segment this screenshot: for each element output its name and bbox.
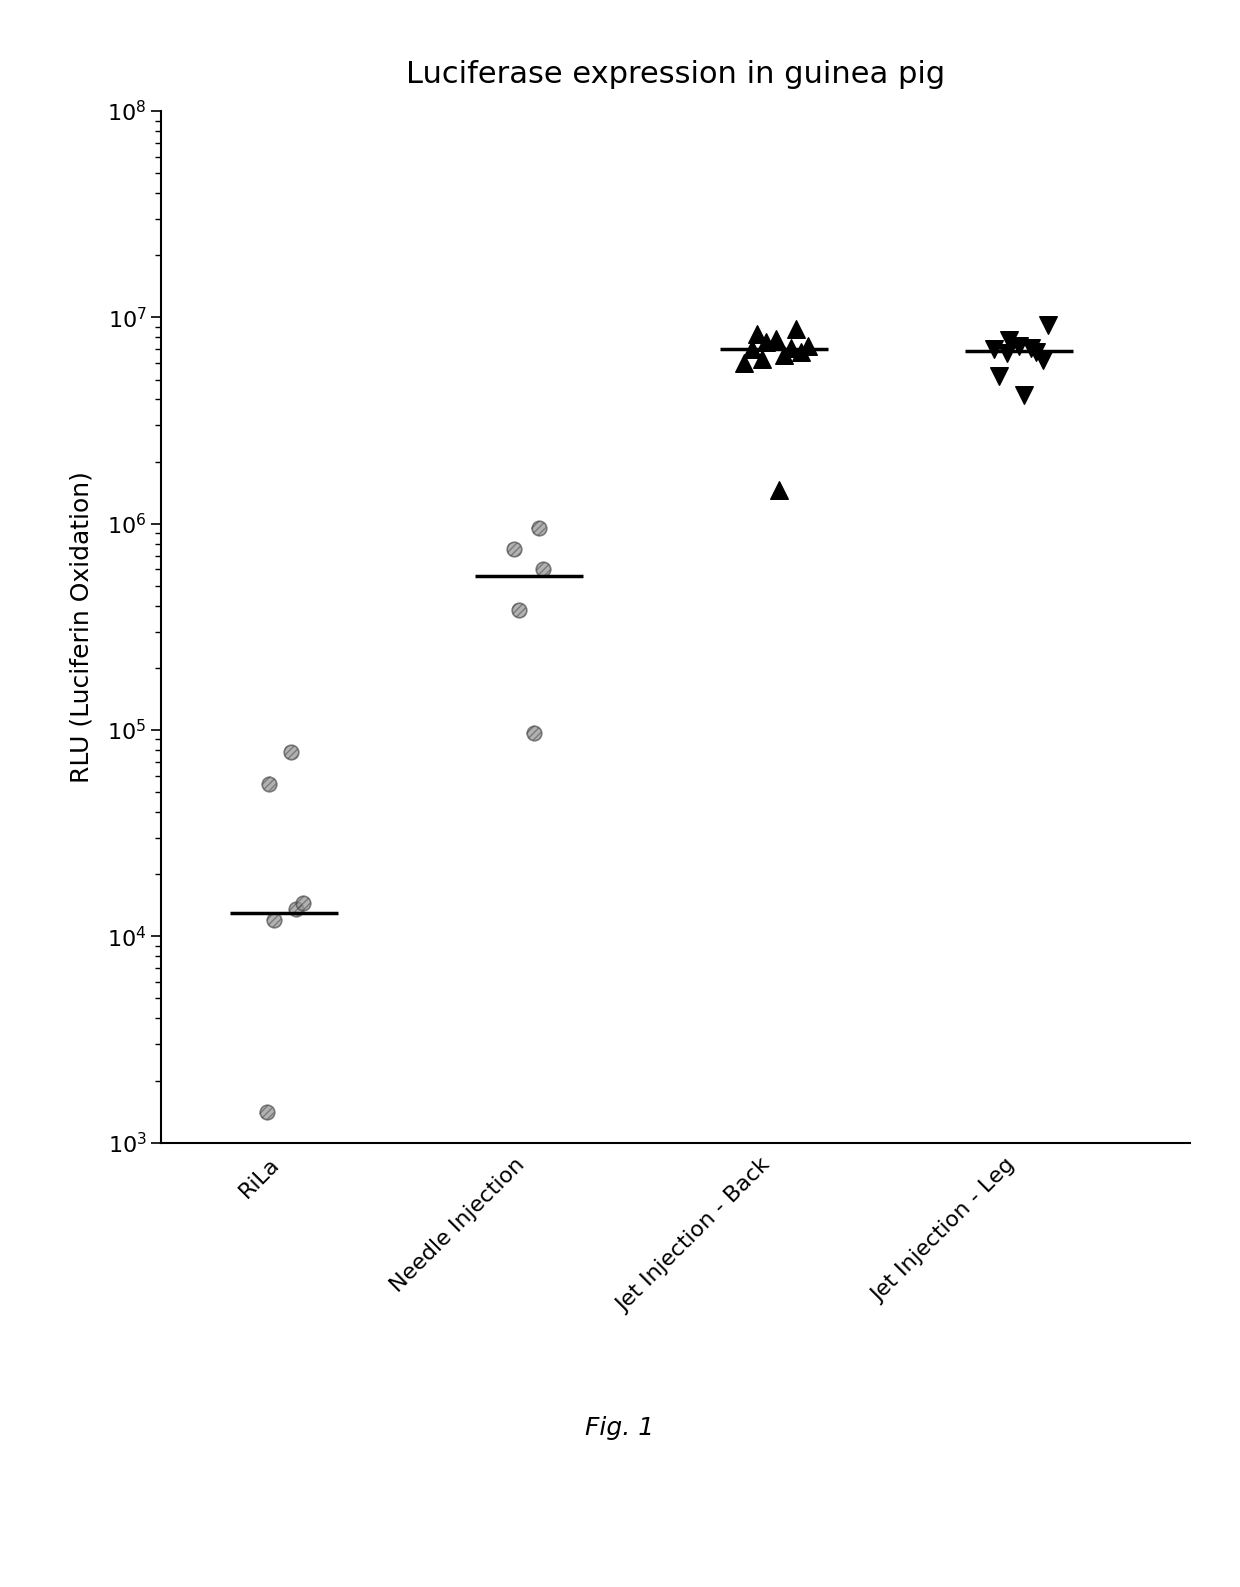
- Point: [281, 740, 301, 765]
- Point: [286, 897, 306, 922]
- Point: [734, 351, 754, 376]
- Point: [999, 327, 1019, 352]
- Point: [751, 346, 771, 371]
- Point: [510, 598, 529, 624]
- Point: [799, 333, 818, 359]
- Point: [1009, 333, 1029, 359]
- Point: [756, 329, 776, 354]
- Point: [528, 516, 548, 541]
- Point: [1025, 340, 1045, 365]
- Point: [264, 908, 284, 933]
- Point: [791, 340, 811, 365]
- Point: [990, 363, 1009, 389]
- Point: [985, 336, 1004, 362]
- Point: [781, 335, 801, 360]
- Point: [505, 536, 525, 562]
- Point: [786, 316, 806, 341]
- Point: [523, 720, 543, 746]
- Point: [533, 557, 553, 582]
- Point: [505, 536, 525, 562]
- Point: [533, 557, 553, 582]
- Point: [294, 890, 314, 916]
- Point: [259, 771, 279, 797]
- Title: Luciferase expression in guinea pig: Luciferase expression in guinea pig: [407, 60, 945, 89]
- Text: Fig. 1: Fig. 1: [585, 1416, 655, 1441]
- Point: [294, 890, 314, 916]
- Point: [1022, 335, 1042, 360]
- Point: [774, 341, 794, 367]
- Point: [257, 1100, 277, 1125]
- Point: [510, 598, 529, 624]
- Point: [1014, 382, 1034, 408]
- Point: [742, 336, 761, 362]
- Point: [997, 341, 1017, 367]
- Point: [286, 897, 306, 922]
- Point: [528, 516, 548, 541]
- Y-axis label: RLU (Luciferin Oxidation): RLU (Luciferin Oxidation): [69, 471, 93, 782]
- Point: [259, 771, 279, 797]
- Point: [1038, 313, 1058, 338]
- Point: [769, 478, 789, 503]
- Point: [523, 720, 543, 746]
- Point: [746, 322, 766, 348]
- Point: [766, 325, 786, 351]
- Point: [1033, 348, 1053, 373]
- Point: [281, 740, 301, 765]
- Point: [257, 1100, 277, 1125]
- Point: [264, 908, 284, 933]
